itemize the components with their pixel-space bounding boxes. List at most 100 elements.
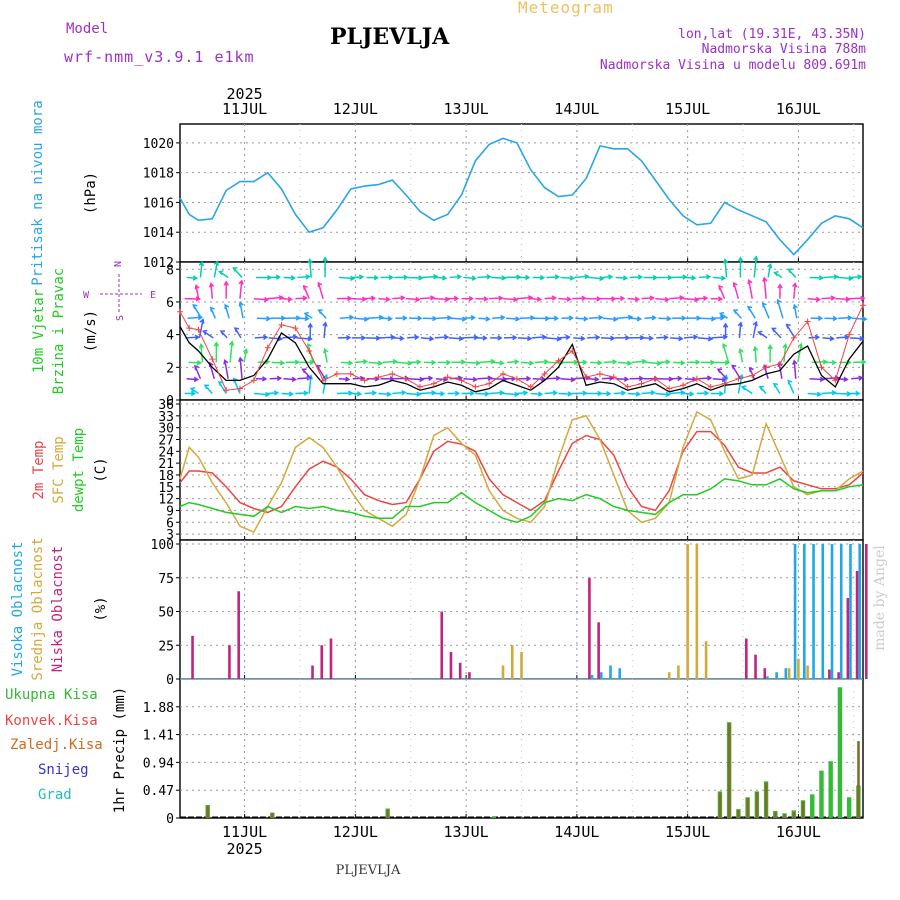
time-axis: 2025202511JUL11JUL12JUL12JUL13JUL13JUL14… bbox=[222, 85, 821, 878]
wind-arrow-head bbox=[584, 273, 590, 280]
wind-arrow-head bbox=[569, 275, 575, 281]
wind-arrow-head bbox=[232, 267, 238, 272]
cloud-title-1: Visoka Oblacnost bbox=[10, 542, 26, 677]
gust-marker bbox=[555, 357, 562, 364]
wind-arrow bbox=[419, 390, 437, 396]
wind-arrow-shaft bbox=[378, 297, 390, 301]
wind-arrow-head bbox=[556, 336, 562, 342]
gust-marker bbox=[749, 372, 756, 379]
gust-marker bbox=[264, 344, 271, 351]
wind-arrow bbox=[559, 334, 571, 341]
wind-arrow-head bbox=[540, 376, 547, 382]
wind-arrow bbox=[644, 315, 657, 321]
wind-arrow-head bbox=[580, 335, 586, 342]
wind-arrow-shaft bbox=[449, 275, 461, 279]
cloud-title-2: Srednja Oblacnost bbox=[30, 537, 46, 680]
gust-marker bbox=[486, 380, 493, 387]
bar-low-cloud bbox=[320, 645, 324, 679]
wind-arrow bbox=[849, 295, 866, 302]
bar-low-cloud bbox=[754, 654, 757, 679]
wind-arrow-shaft bbox=[463, 276, 476, 280]
wind-arrow-shaft bbox=[281, 392, 293, 395]
wind-arrow bbox=[433, 390, 446, 397]
wind-arrow-head bbox=[724, 359, 731, 366]
wind-arrow bbox=[822, 335, 835, 342]
wind-arrow bbox=[490, 335, 503, 341]
wind-arrow-shaft bbox=[186, 276, 197, 279]
wind-arrow bbox=[558, 391, 573, 397]
wind-arrow-head bbox=[651, 315, 657, 321]
wind-arrow bbox=[208, 282, 215, 299]
gust-marker bbox=[458, 377, 465, 384]
wind-arrow-head bbox=[606, 390, 612, 397]
compass-icon: N S W E bbox=[83, 261, 156, 321]
wind-arrow-head bbox=[597, 360, 603, 366]
bar-mid-cloud bbox=[677, 665, 680, 679]
wind-arrow-shaft bbox=[224, 360, 229, 379]
bar-conv-precip bbox=[857, 741, 860, 818]
wind-arrow-head bbox=[767, 344, 773, 350]
wind-arrow-head bbox=[370, 295, 377, 301]
wind-arrow-shaft bbox=[519, 316, 534, 320]
wind-arrow bbox=[232, 267, 243, 278]
wind-arrow bbox=[407, 334, 420, 340]
gust-marker bbox=[832, 377, 839, 384]
wind-arrow bbox=[711, 334, 729, 340]
wind-arrow-shaft bbox=[696, 297, 707, 300]
wind-arrow-shaft bbox=[254, 336, 267, 339]
day-label-top: 14JUL bbox=[554, 100, 599, 118]
wind-arrow-head bbox=[677, 375, 683, 382]
wind-arrow bbox=[658, 315, 672, 322]
wind-arrow bbox=[809, 376, 826, 383]
wind-arrow bbox=[710, 390, 725, 397]
wind-arrow-head bbox=[433, 274, 439, 280]
wind-arrow-head bbox=[371, 390, 378, 396]
wind-arrow-head bbox=[747, 305, 753, 311]
wind-arrow-shaft bbox=[821, 391, 836, 395]
wind-arrow bbox=[544, 390, 558, 396]
wind-arrow-shaft bbox=[615, 276, 627, 279]
wind-arrow-head bbox=[855, 390, 861, 397]
wind-arrow-head bbox=[431, 359, 437, 366]
wind-arrow-head bbox=[526, 335, 533, 342]
wind-arrow bbox=[684, 275, 697, 281]
wind-arrow bbox=[852, 316, 868, 322]
bar-high-cloud bbox=[618, 668, 622, 679]
bar-mid-cloud bbox=[520, 652, 523, 679]
wind-arrow bbox=[437, 359, 452, 366]
wind-arrow bbox=[283, 376, 297, 383]
wind-arrow-head bbox=[619, 295, 626, 302]
wind-arrow bbox=[722, 322, 729, 338]
wind-arrow-head bbox=[192, 304, 198, 310]
y-tick-label: 6 bbox=[166, 516, 174, 531]
bar-low-cloud bbox=[763, 668, 767, 679]
wind-arrow bbox=[406, 391, 422, 397]
wind-arrow-head bbox=[307, 258, 313, 264]
wind-arrow-head bbox=[710, 359, 716, 366]
temp-title-1: 2m Temp bbox=[31, 440, 47, 499]
wind-arrow bbox=[588, 275, 605, 282]
wind-arrow-shaft bbox=[669, 296, 684, 300]
wind-arrow-shaft bbox=[776, 299, 784, 319]
wind-arrow-shaft bbox=[239, 302, 244, 319]
wind-arrow-shaft bbox=[421, 377, 433, 380]
wind-arrow-head bbox=[287, 296, 293, 302]
left-labels: Pritisak na nivou mora (hPa) 10m Vjetar Brz… bbox=[5, 100, 128, 813]
wind-arrow-head bbox=[747, 278, 753, 285]
day-label-bottom: 14JUL bbox=[554, 823, 599, 841]
wind-arrow-head bbox=[740, 385, 747, 391]
wind-arrow bbox=[682, 391, 695, 397]
cloud-title-3: Niska Oblacnost bbox=[50, 546, 66, 672]
wind-arrow-head bbox=[861, 359, 867, 365]
wind-arrow bbox=[558, 296, 572, 302]
wind-arrow-head bbox=[194, 334, 201, 341]
compass-s: S bbox=[115, 315, 126, 321]
wind-arrow-head bbox=[707, 336, 714, 342]
wind-arrow bbox=[296, 336, 313, 342]
bar-high-cloud bbox=[839, 544, 843, 679]
wind-arrow bbox=[752, 320, 758, 339]
wind-arrow-head bbox=[315, 364, 321, 370]
wind-arrow bbox=[534, 359, 550, 365]
bar-low-cloud bbox=[846, 598, 850, 679]
